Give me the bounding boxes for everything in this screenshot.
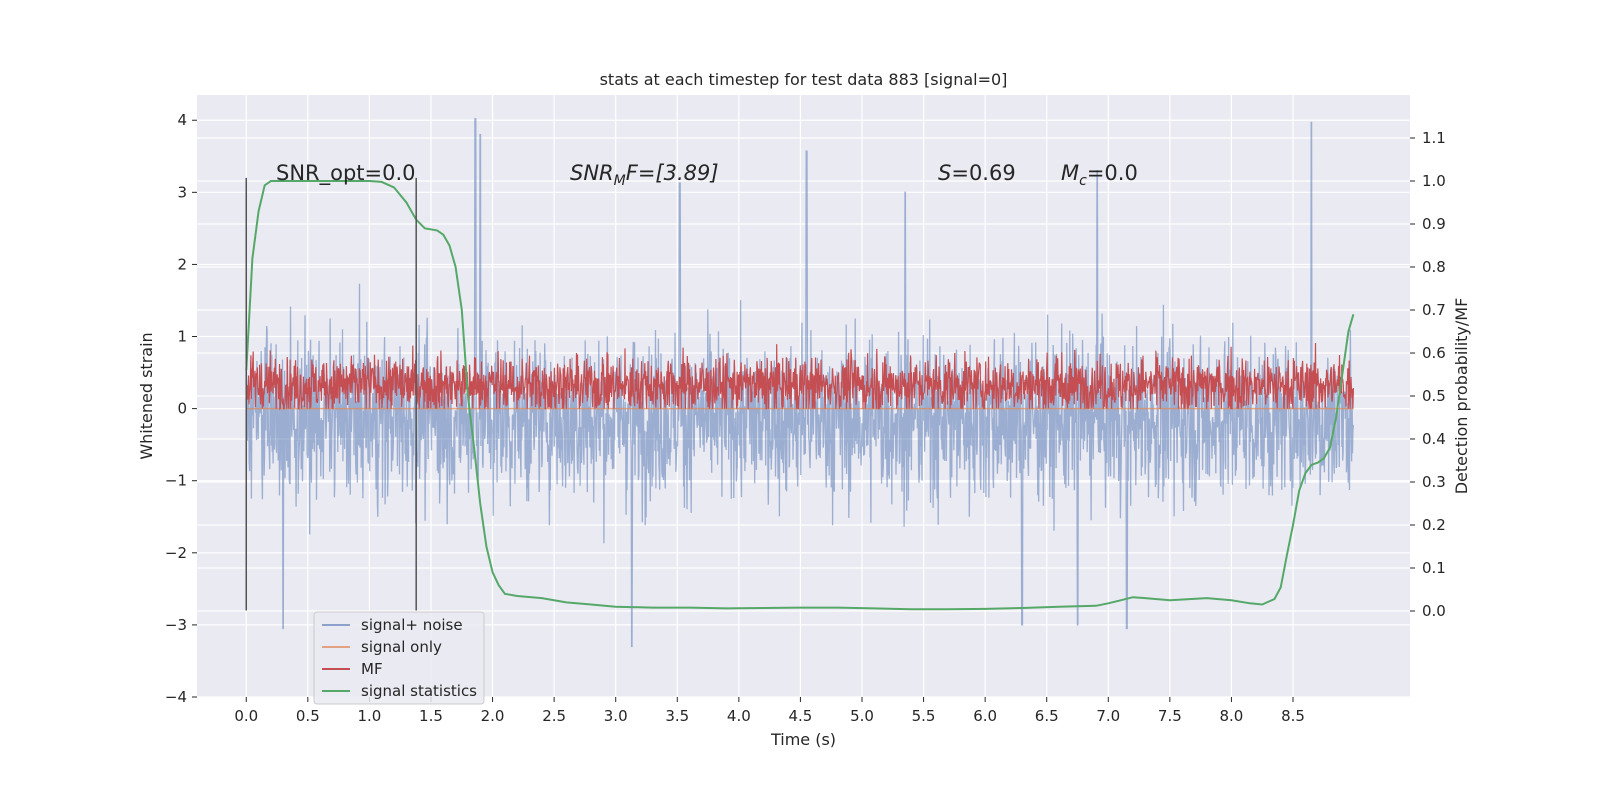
legend-label: signal+ noise [361, 616, 463, 634]
y2-axis-ticks: 1.1 1.0 0.9 0.8 0.7 0.6 0.5 0.4 0.3 0.2 0.1 0.0 [1410, 129, 1446, 620]
legend-label: signal only [361, 638, 442, 656]
x-tick-label: 5.5 [912, 707, 936, 725]
x-tick-label: 2.0 [481, 707, 505, 725]
series-layer [245, 118, 1355, 648]
y2-axis-label: Detection probability/MF [1452, 298, 1471, 495]
annotation-mc-sub: c [1079, 173, 1087, 189]
y-tick-label: 3 [177, 183, 187, 201]
x-axis-ticks: 0.0 0.5 1.0 1.5 2.0 2.5 3.0 3.5 4.0 4.5 5.0 5.5 6.0 6… [234, 697, 1305, 725]
x-tick-label: 1.0 [357, 707, 381, 725]
chart-title: stats at each timestep for test data 883… [600, 70, 1008, 89]
legend-items: signal+ noise signal only MF signal statist… [322, 616, 477, 700]
x-tick-label: 1.5 [419, 707, 443, 725]
series-mf [245, 342, 1354, 411]
y2-tick-label: 0.1 [1422, 559, 1446, 577]
x-tick-label: 0.5 [296, 707, 320, 725]
x-tick-label: 5.0 [850, 707, 874, 725]
y-tick-label: 1 [177, 328, 187, 346]
y2-tick-label: 0.4 [1422, 430, 1446, 448]
annotation-snr-mf-base: SNR [570, 161, 614, 185]
y2-tick-label: 0.3 [1422, 473, 1446, 491]
y-tick-label: −2 [165, 544, 187, 562]
y2-tick-label: 0.7 [1422, 301, 1446, 319]
y-tick-label: 4 [177, 111, 187, 129]
y-axis-ticks: 4 3 2 1 0 −1 −2 −3 −4 [165, 111, 197, 706]
annotation-snr-mf-sub: M [614, 173, 626, 189]
x-tick-label: 8.5 [1281, 707, 1305, 725]
x-tick-label: 8.0 [1220, 707, 1244, 725]
legend: signal+ noise signal only MF signal statist… [313, 611, 485, 705]
y-tick-label: 2 [177, 255, 187, 273]
y-tick-label: −1 [165, 472, 187, 490]
y-tick-label: −4 [165, 688, 187, 706]
y2-tick-label: 0.6 [1422, 344, 1446, 362]
legend-box [313, 611, 485, 705]
annotation-s-var: S [938, 161, 951, 185]
legend-label: signal statistics [361, 682, 477, 700]
y2-tick-label: 0.5 [1422, 387, 1446, 405]
y2-tick-label: 0.2 [1422, 516, 1446, 534]
y2-tick-label: 0.9 [1422, 215, 1446, 233]
annotation-snr-opt: SNR_opt=0.0 [276, 161, 416, 186]
annotation-snr-mf: SNRMF=[3.89] [570, 161, 719, 189]
y-axis-label: Whitened strain [137, 332, 156, 459]
annotation-mc-rest: =0.0 [1087, 161, 1138, 185]
annotation-mc: Mc=0.0 [1061, 161, 1138, 189]
x-tick-label: 4.0 [727, 707, 751, 725]
y-tick-label: −3 [165, 616, 187, 634]
legend-label: MF [361, 660, 383, 678]
x-tick-label: 2.5 [542, 707, 566, 725]
annotation-s-rest: =0.69 [951, 161, 1015, 185]
x-tick-label: 3.5 [665, 707, 689, 725]
x-tick-label: 6.5 [1035, 707, 1059, 725]
annotation-s: S=0.69 [938, 161, 1016, 185]
y-tick-label: 0 [177, 400, 187, 418]
x-axis-label: Time (s) [770, 730, 836, 749]
series-signal-statistics [245, 180, 1355, 611]
x-tick-label: 7.0 [1096, 707, 1120, 725]
annotation-mc-var: M [1061, 161, 1079, 185]
x-tick-label: 0.0 [234, 707, 258, 725]
y2-tick-label: 1.1 [1422, 129, 1446, 147]
x-tick-label: 3.0 [604, 707, 628, 725]
x-tick-label: 7.5 [1158, 707, 1182, 725]
y2-tick-label: 0.8 [1422, 258, 1446, 276]
x-tick-label: 6.0 [973, 707, 997, 725]
annotation-snr-mf-rest: F=[3.89] [626, 161, 719, 185]
y2-tick-label: 0.0 [1422, 602, 1446, 620]
x-tick-label: 4.5 [788, 707, 812, 725]
y2-tick-label: 1.0 [1422, 172, 1446, 190]
vertical-markers [245, 177, 417, 611]
